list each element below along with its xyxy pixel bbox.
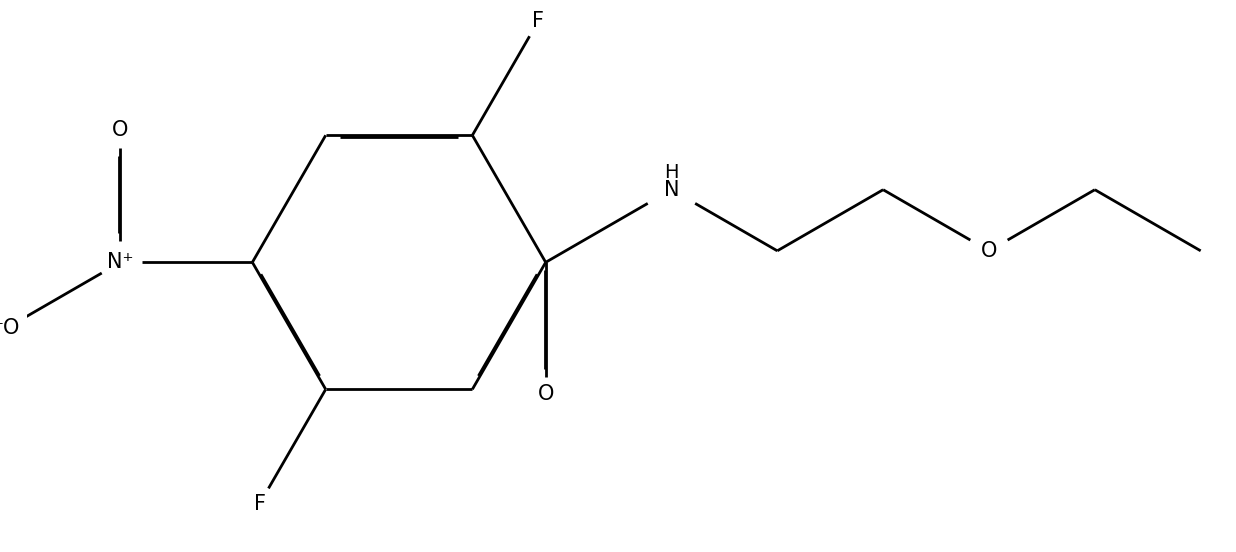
Text: ⁻O: ⁻O [0, 319, 20, 338]
Text: F: F [533, 11, 544, 31]
Text: F: F [253, 493, 266, 514]
Text: N: N [664, 180, 680, 200]
Text: H: H [664, 163, 679, 182]
Text: N⁺: N⁺ [108, 252, 133, 272]
Text: O: O [538, 384, 554, 404]
Text: O: O [981, 241, 997, 261]
Text: O: O [112, 120, 129, 140]
